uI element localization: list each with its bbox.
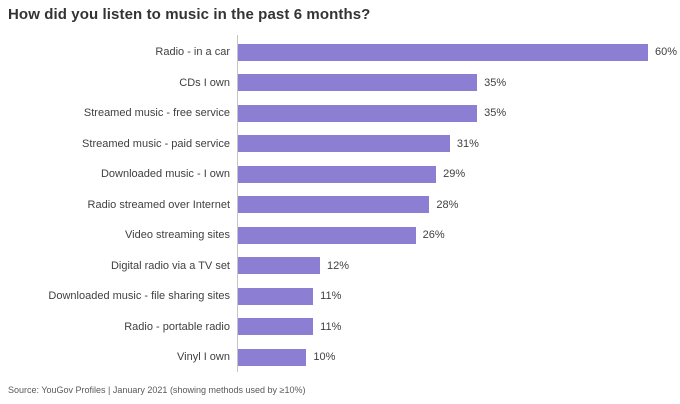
value-label: 11% (320, 290, 342, 303)
category-label: Streamed music - paid service (82, 137, 230, 150)
bar-track: 11% (238, 312, 680, 343)
bar-row: Radio streamed over Internet 28% (0, 190, 680, 221)
value-label: 29% (443, 168, 466, 181)
category-label: CDs I own (179, 76, 230, 89)
category-label: Digital radio via a TV set (110, 259, 230, 272)
category-label: Radio streamed over Internet (87, 198, 230, 211)
bar (238, 287, 314, 305)
bar-track: 29% (238, 159, 680, 190)
bar (238, 104, 478, 122)
bar-track: 10% (238, 342, 680, 373)
bar-track: 28% (238, 190, 680, 221)
bar-track: 12% (238, 251, 680, 282)
y-axis-line (237, 35, 238, 372)
bar (238, 226, 416, 244)
bar-track: 31% (238, 129, 680, 160)
bar-rows: Radio - in a car 60% CDs I own 35% Streamed … (0, 37, 680, 373)
value-label: 60% (655, 46, 678, 59)
bar-track: 26% (238, 220, 680, 251)
value-label: 10% (313, 351, 336, 364)
category-label: Downloaded music - file sharing sites (48, 290, 230, 303)
bar-chart: Radio - in a car 60% CDs I own 35% Streamed … (0, 35, 680, 372)
bar-row: Radio - in a car 60% (0, 37, 680, 68)
value-label: 26% (422, 229, 445, 242)
bar (238, 348, 307, 366)
bar-row: Streamed music - paid service 31% (0, 129, 680, 160)
bar-row: Downloaded music - file sharing sites 11% (0, 281, 680, 312)
bar (238, 196, 430, 214)
category-label: Downloaded music - I own (100, 168, 230, 181)
bar (238, 74, 478, 92)
source-note: Source: YouGov Profiles | January 2021 (… (8, 385, 306, 395)
bar-row: Downloaded music - I own 29% (0, 159, 680, 190)
bar-track: 35% (238, 98, 680, 129)
category-label: Vinyl I own (177, 351, 230, 364)
value-label: 28% (436, 198, 459, 211)
bar-track: 11% (238, 281, 680, 312)
bar-track: 60% (238, 37, 680, 68)
category-label: Radio - in a car (155, 46, 230, 59)
value-label: 35% (484, 107, 507, 120)
bar-row: Radio - portable radio 11% (0, 312, 680, 343)
value-label: 12% (327, 259, 350, 272)
category-label: Radio - portable radio (124, 320, 230, 333)
bar (238, 257, 320, 275)
bar-row: Video streaming sites 26% (0, 220, 680, 251)
value-label: 11% (320, 320, 342, 333)
value-label: 35% (484, 76, 507, 89)
bar (238, 135, 450, 153)
bar-row: Vinyl I own 10% (0, 342, 680, 373)
chart-title: How did you listen to music in the past … (8, 6, 371, 23)
bar (238, 43, 648, 61)
bar-row: Streamed music - free service 35% (0, 98, 680, 129)
category-label: Streamed music - free service (83, 107, 230, 120)
bar-row: Digital radio via a TV set 12% (0, 251, 680, 282)
category-label: Video streaming sites (125, 229, 230, 242)
bar-track: 35% (238, 68, 680, 99)
bar (238, 165, 437, 183)
bar-row: CDs I own 35% (0, 68, 680, 99)
value-label: 31% (456, 137, 479, 150)
bar (238, 318, 314, 336)
